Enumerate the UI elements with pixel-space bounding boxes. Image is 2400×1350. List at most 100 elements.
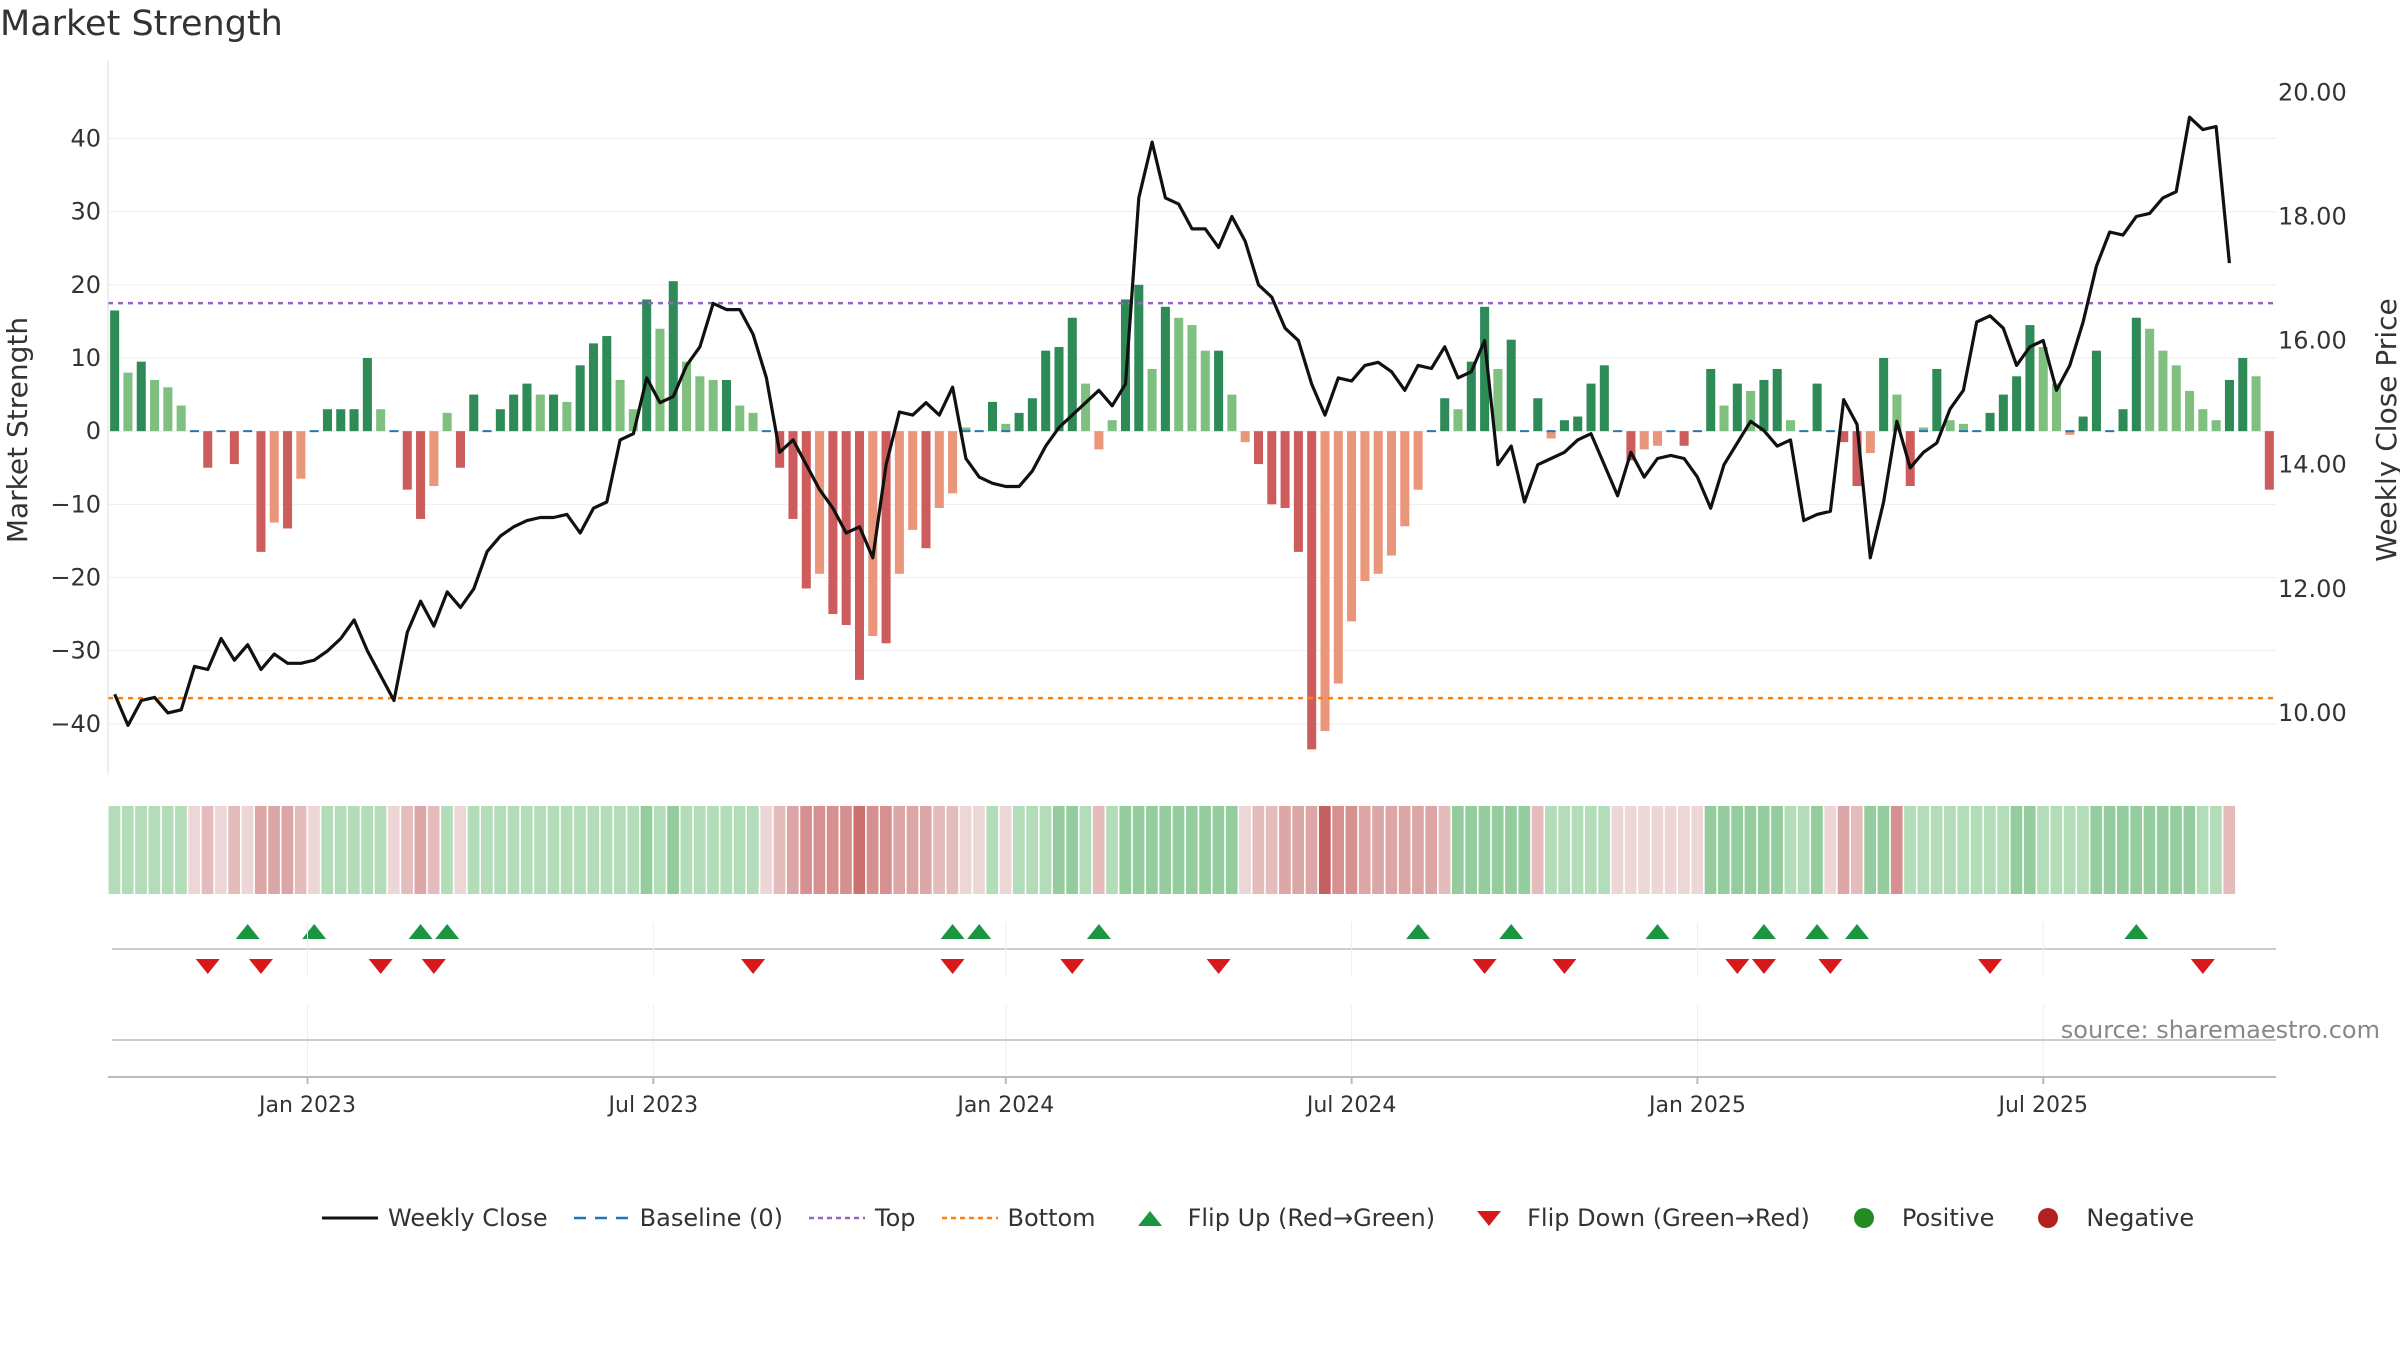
- strength-bar: [2171, 365, 2181, 432]
- strength-bar: [1094, 431, 1104, 450]
- band-cell: [1545, 806, 1557, 894]
- legend-label: Flip Up (Red→Green): [1187, 1204, 1436, 1232]
- strength-bar: [1985, 412, 1995, 432]
- band-cell: [760, 806, 773, 894]
- band-cell: [1970, 806, 1983, 894]
- strength-bar: [1932, 368, 1942, 432]
- band-cell: [973, 806, 985, 894]
- band-cell: [560, 806, 573, 894]
- y-tick-label: −30: [50, 637, 101, 665]
- band-cell: [1358, 806, 1371, 894]
- strength-band: [108, 806, 2236, 894]
- right-y-axis: 20.00 18.00 16.00 14.00 12.00 10.00: [2278, 78, 2347, 727]
- band-cell: [906, 806, 919, 894]
- flip-up-marker: [1845, 924, 1870, 939]
- strength-bar: [2238, 358, 2248, 432]
- band-cell: [1318, 806, 1331, 894]
- strength-bar: [628, 409, 638, 432]
- band-cell: [747, 806, 759, 894]
- band-cell: [1239, 806, 1251, 894]
- band-cell: [1372, 806, 1384, 894]
- band-cell: [574, 806, 586, 894]
- band-cell: [2037, 806, 2049, 894]
- strength-bar: [854, 431, 865, 680]
- strength-bar: [416, 431, 426, 519]
- solid-line-icon: [322, 1216, 378, 1220]
- legend-label: Flip Down (Green→Red): [1527, 1204, 1810, 1232]
- legend-label: Baseline (0): [639, 1204, 784, 1232]
- band-cell: [148, 806, 161, 894]
- flip-down-marker: [1206, 959, 1231, 974]
- chart-legend: Weekly Close Baseline (0) Top Bottom Flip Up…: [318, 1204, 2216, 1232]
- triangle-down-icon: [1477, 1211, 1502, 1226]
- strength-bar: [2211, 420, 2221, 432]
- strength-bar: [1533, 398, 1543, 432]
- band-cell: [1066, 806, 1078, 894]
- chart-title: Market Strength: [0, 4, 283, 44]
- strength-bar: [1240, 431, 1250, 443]
- strength-bar: [1786, 420, 1796, 432]
- band-cell: [1904, 806, 1916, 894]
- strength-bar: [1958, 423, 1968, 432]
- band-cell: [1052, 806, 1065, 894]
- strength-bar: [1998, 394, 2008, 432]
- flip-up-marker: [1645, 924, 1670, 939]
- y2-tick-label: 12.00: [2278, 575, 2347, 603]
- band-cell: [919, 806, 932, 894]
- strength-bar: [455, 431, 465, 468]
- band-cell: [1824, 806, 1837, 894]
- band-cell: [1292, 806, 1305, 894]
- band-cell: [866, 806, 879, 894]
- strength-bar: [1706, 368, 1716, 432]
- band-cell: [1212, 806, 1225, 894]
- strength-bar: [256, 431, 266, 552]
- strength-bar: [535, 394, 545, 432]
- band-cell: [1850, 806, 1863, 894]
- strength-bar: [1652, 431, 1663, 446]
- strength-bar: [562, 401, 572, 432]
- strength-bar: [296, 431, 306, 479]
- strength-bar: [1014, 412, 1024, 432]
- triangle-up-icon: [1137, 1211, 1162, 1226]
- band-cell: [959, 806, 972, 894]
- band-cell: [1997, 806, 2009, 894]
- band-cell: [454, 806, 467, 894]
- band-cell: [1252, 806, 1265, 894]
- band-cell: [800, 806, 812, 894]
- flip-down-marker: [1552, 959, 1577, 974]
- strength-bar: [1945, 420, 1955, 432]
- flip-down-marker: [195, 959, 220, 974]
- strength-bar: [1892, 394, 1902, 432]
- band-cell: [241, 806, 254, 894]
- band-cell: [2010, 806, 2023, 894]
- band-cell: [135, 806, 147, 894]
- strength-bar: [1480, 306, 1490, 432]
- band-cell: [1571, 806, 1584, 894]
- band-cell: [2077, 806, 2089, 894]
- band-cell: [374, 806, 387, 894]
- band-cell: [893, 806, 906, 894]
- x-tick-label: Jan 2023: [257, 1093, 356, 1118]
- strength-bar: [1320, 431, 1330, 732]
- band-cell: [587, 806, 600, 894]
- band-cell: [1917, 806, 1930, 894]
- strength-bar: [2224, 379, 2234, 432]
- legend-item: Top: [805, 1204, 916, 1232]
- band-cell: [786, 806, 799, 894]
- band-cell: [707, 806, 719, 894]
- band-cell: [2050, 806, 2063, 894]
- band-cell: [188, 806, 201, 894]
- legend-label: Negative: [2086, 1204, 2195, 1232]
- band-cell: [680, 806, 693, 894]
- band-cell: [1584, 806, 1597, 894]
- strength-bar: [801, 431, 811, 589]
- band-cell: [494, 806, 507, 894]
- strength-bar: [469, 394, 479, 432]
- band-cell: [1611, 806, 1624, 894]
- band-cell: [348, 806, 360, 894]
- band-cell: [720, 806, 733, 894]
- band-cell: [121, 806, 134, 894]
- strength-bar: [1573, 416, 1583, 432]
- strength-bar: [362, 358, 372, 432]
- band-cell: [933, 806, 945, 894]
